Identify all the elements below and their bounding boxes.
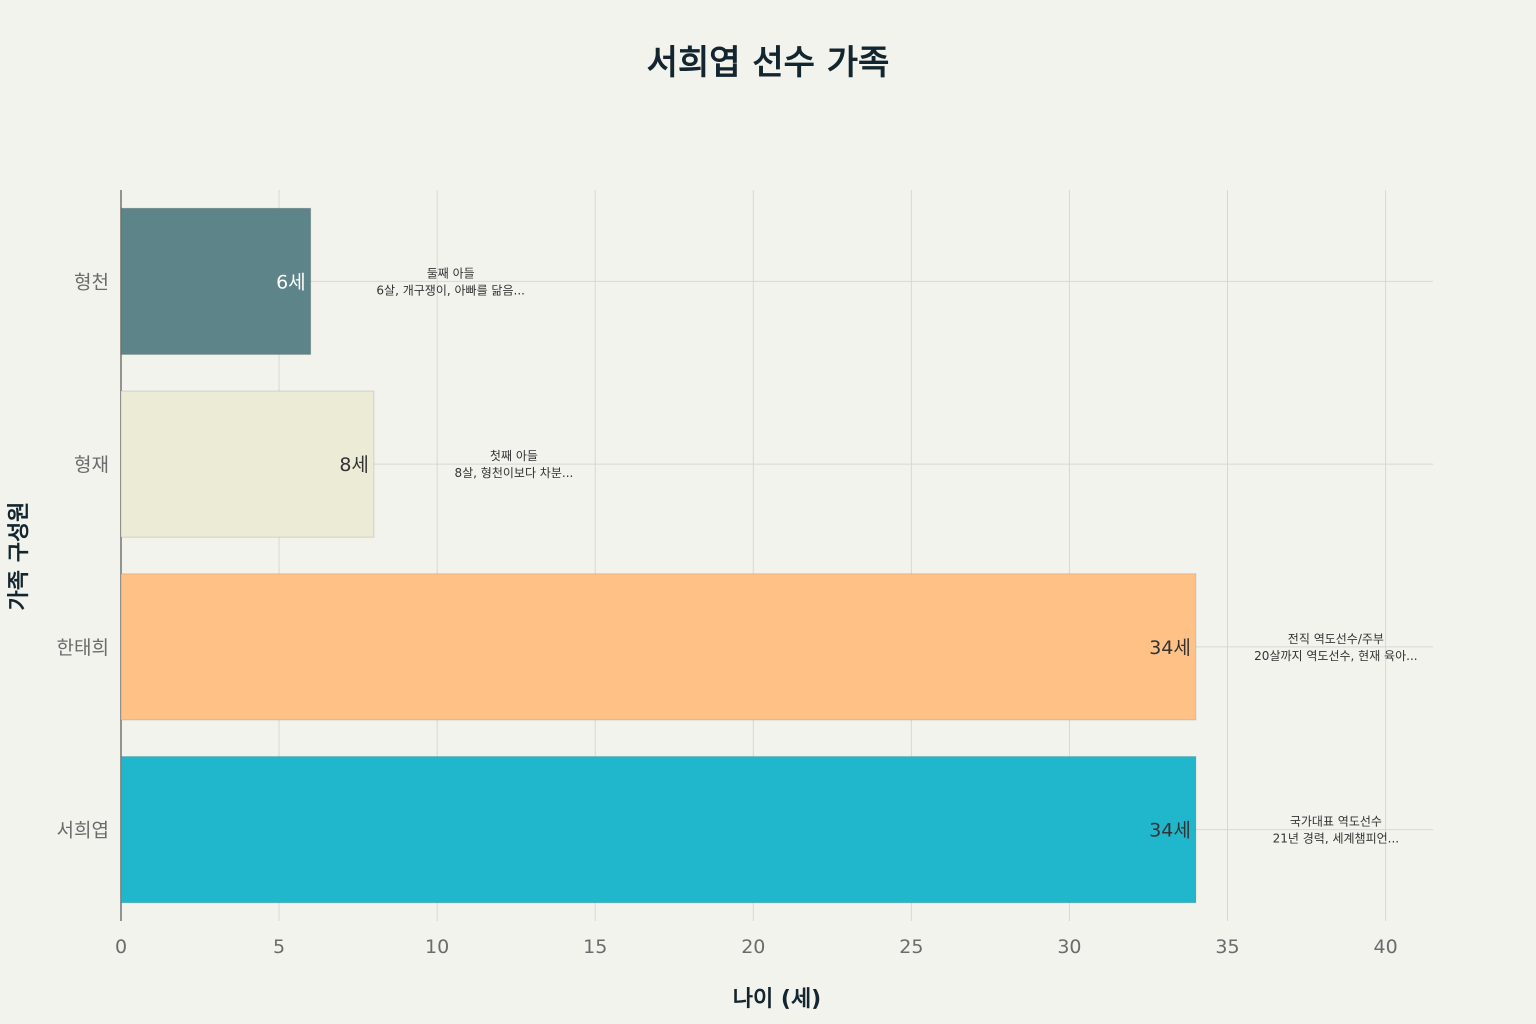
annotation-line1: 둘째 아들 (427, 266, 475, 280)
x-tick-label: 0 (115, 936, 127, 958)
annotation-line2: 8살, 형천이보다 차분... (454, 465, 573, 480)
chart-title: 서희엽 선수 가족 (647, 43, 890, 83)
x-tick-label: 20 (741, 936, 765, 958)
x-tick-label: 30 (1057, 936, 1081, 958)
bar-value-label: 34세 (1149, 637, 1191, 659)
bar (120, 573, 1197, 721)
bar-value-label: 6세 (276, 271, 306, 293)
annotation-line1: 첫째 아들 (490, 449, 538, 463)
bar-value-label: 8세 (339, 454, 369, 476)
bar (120, 756, 1197, 904)
y-tick-label: 한태희 (57, 637, 109, 659)
annotation-line2: 6살, 개구쟁이, 아빠를 닮음... (376, 283, 525, 297)
annotation-line2: 20살까지 역도선수, 현재 육아... (1254, 649, 1417, 663)
x-tick-label: 40 (1373, 936, 1397, 958)
annotation-line1: 국가대표 역도선수 (1290, 815, 1382, 829)
x-tick-label: 25 (899, 936, 923, 958)
x-tick-label: 35 (1215, 936, 1239, 958)
label-layer: 0 5 10 15 20 25 30 35 40 형천 6세 둘째 아들 6살, 개구쟁이, 아빠를 닮… (57, 266, 1418, 958)
y-tick-label: 서희엽 (57, 820, 109, 842)
y-tick-label: 형재 (74, 454, 109, 476)
annotation-line1: 전직 역도선수/주부 (1288, 632, 1384, 646)
y-tick-label: 형천 (74, 271, 109, 293)
bar-layer (120, 207, 1197, 904)
bar-value-label: 34세 (1149, 820, 1191, 842)
x-axis-title: 나이 (세) (733, 987, 822, 1012)
bar (120, 390, 375, 538)
annotation-line2: 21년 경력, 세계챔피언... (1273, 831, 1399, 846)
bar (120, 207, 312, 355)
x-tick-label: 10 (425, 936, 449, 958)
y-axis-title: 가족 구성원 (7, 502, 32, 611)
x-tick-label: 15 (583, 936, 607, 958)
x-tick-label: 5 (273, 936, 285, 958)
